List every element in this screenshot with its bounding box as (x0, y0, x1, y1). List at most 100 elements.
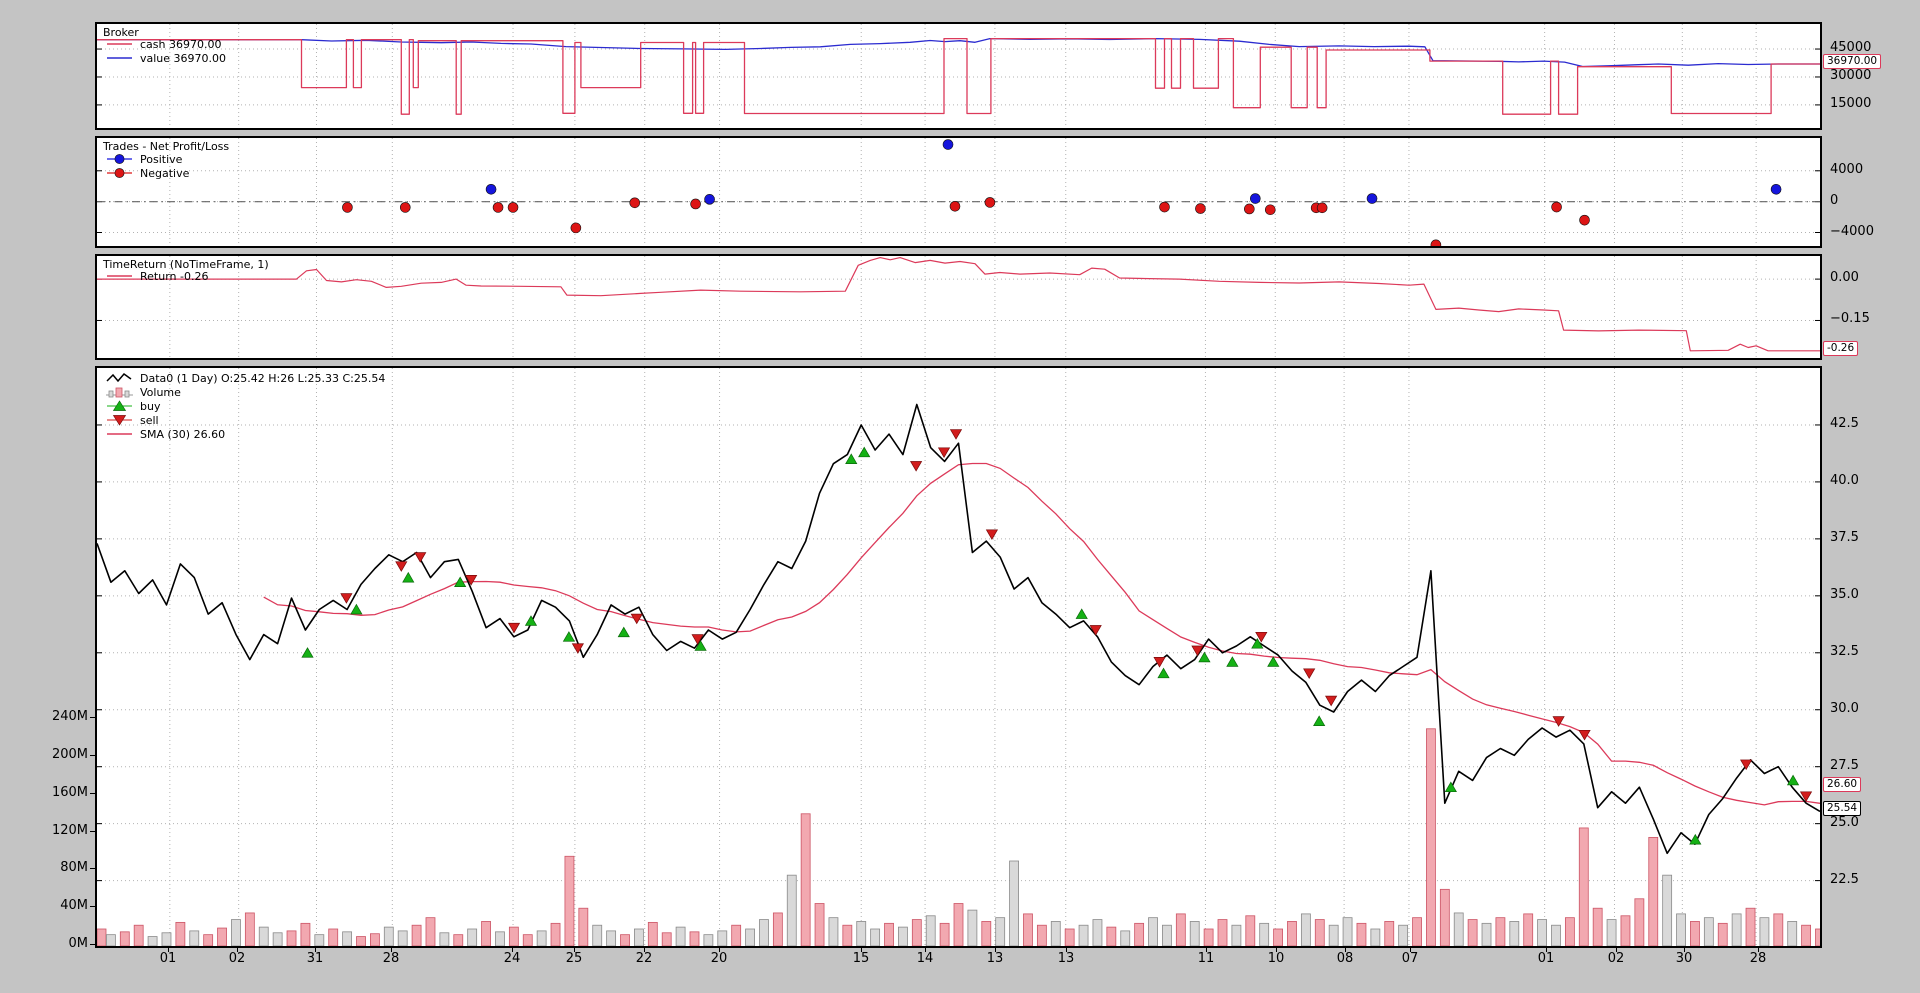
legend-item-label: SMA (30) 26.60 (140, 427, 226, 441)
x-tick-label: 02 (1607, 951, 1625, 966)
price-panel: Data0 (1 Day) O:25.42 H:26 L:25.33 C:25.… (95, 366, 1822, 948)
legend-item-label: buy (140, 399, 161, 413)
x-tick-label: 28 (1749, 951, 1767, 966)
y-tick-label: 30.0 (1830, 700, 1859, 716)
volume-tick-label: 40M (60, 898, 88, 914)
x-tick-mark (391, 948, 392, 952)
x-tick-mark (315, 948, 316, 952)
broker-panel-title: Broker (103, 26, 139, 39)
timereturn-panel-title: TimeReturn (NoTimeFrame, 1) (103, 258, 269, 271)
y-tick-label: 45000 (1830, 40, 1872, 56)
x-tick-mark (1546, 948, 1547, 952)
x-tick-mark (925, 948, 926, 952)
y-tick-label: 37.5 (1830, 529, 1859, 545)
legend-item: Data0 (1 Day) O:25.42 H:26 L:25.33 C:25.… (105, 371, 385, 385)
price-legend: Data0 (1 Day) O:25.42 H:26 L:25.33 C:25.… (105, 371, 385, 441)
x-tick-mark (1758, 948, 1759, 952)
tri-up-legend-swatch-icon (107, 400, 132, 411)
legend-item: Return -0.26 (105, 269, 208, 283)
price-plot (97, 368, 1820, 946)
broker-plot (97, 24, 1820, 128)
legend-item-label: Positive (140, 152, 183, 166)
x-tick-mark (1345, 948, 1346, 952)
x-tick-mark (1206, 948, 1207, 952)
y-tick-label: 0.00 (1830, 270, 1859, 286)
x-tick-mark (995, 948, 996, 952)
trades-plot (97, 138, 1820, 246)
line-legend-swatch-icon (107, 275, 132, 277)
axis-value-tag: 25.54 (1823, 801, 1862, 817)
trades-panel: Trades - Net Profit/Loss Positive Negativ… (95, 136, 1822, 248)
x-tick-label: 08 (1336, 951, 1354, 966)
y-tick-label: 0 (1830, 192, 1839, 208)
timereturn-panel: TimeReturn (NoTimeFrame, 1) Return -0.26 (95, 254, 1822, 360)
legend-item-label: Volume (140, 385, 181, 399)
legend-item: Negative (105, 166, 189, 180)
y-tick-label: 32.5 (1830, 643, 1859, 659)
y-tick-label: 27.5 (1830, 757, 1859, 773)
x-tick-mark (1276, 948, 1277, 952)
dot-legend-swatch-icon (107, 168, 132, 178)
line-legend-swatch-icon (107, 43, 132, 45)
legend-item: value 36970.00 (105, 51, 226, 65)
x-tick-label: 28 (382, 951, 400, 966)
y-tick-label: 42.5 (1830, 415, 1859, 431)
axis-value-tag: 36970.00 (1823, 53, 1882, 69)
x-tick-label: 14 (916, 951, 934, 966)
trades-panel-title: Trades - Net Profit/Loss (103, 140, 230, 153)
x-tick-label: 13 (1057, 951, 1075, 966)
x-tick-label: 31 (306, 951, 324, 966)
volume-tick-label: 0M (68, 936, 89, 951)
legend-item-label: Negative (140, 166, 190, 180)
y-tick-label: −4000 (1830, 223, 1874, 239)
x-tick-mark (719, 948, 720, 952)
legend-item: buy (105, 399, 385, 413)
x-tick-label: 11 (1197, 951, 1215, 966)
y-tick-label: −0.15 (1830, 311, 1870, 327)
y-tick-label: 15000 (1830, 95, 1872, 111)
volume-tick-label: 160M (51, 784, 88, 800)
x-tick-mark (1684, 948, 1685, 952)
dot-legend-swatch-icon (107, 154, 132, 164)
volbars-legend-swatch-icon (106, 387, 133, 398)
x-tick-mark (861, 948, 862, 952)
trades-legend: Positive Negative (105, 152, 189, 180)
timereturn-legend: Return -0.26 (105, 269, 208, 283)
timereturn-plot (97, 256, 1820, 358)
broker-legend: cash 36970.00 value 36970.00 (105, 37, 226, 65)
zigzag-legend-swatch-icon (106, 372, 132, 383)
legend-item-label: cash 36970.00 (140, 37, 222, 51)
x-tick-label: 07 (1401, 951, 1419, 966)
x-tick-label: 20 (710, 951, 728, 966)
volume-tick-label: 120M (51, 822, 88, 838)
legend-item-label: sell (140, 413, 159, 427)
x-tick-label: 22 (635, 951, 653, 966)
x-tick-mark (574, 948, 575, 952)
line-legend-swatch-icon (107, 433, 132, 435)
y-tick-label: 22.5 (1830, 871, 1859, 887)
legend-item: sell (105, 413, 385, 427)
axis-value-tag: -0.26 (1823, 340, 1859, 356)
x-tick-label: 13 (986, 951, 1004, 966)
y-tick-label: 40.0 (1830, 472, 1859, 488)
x-tick-mark (644, 948, 645, 952)
volume-tick-label: 80M (60, 860, 88, 876)
x-tick-label: 01 (159, 951, 177, 966)
x-tick-label: 15 (852, 951, 870, 966)
x-tick-mark (168, 948, 169, 952)
axis-value-tag: 26.60 (1823, 777, 1862, 793)
x-tick-label: 01 (1537, 951, 1555, 966)
x-tick-mark (1066, 948, 1067, 952)
x-tick-label: 25 (565, 951, 583, 966)
volume-tick-label: 240M (51, 709, 88, 725)
x-tick-label: 24 (503, 951, 521, 966)
legend-item: Volume (105, 385, 385, 399)
legend-item: Positive (105, 152, 189, 166)
x-tick-label: 02 (228, 951, 246, 966)
legend-item-label: Return -0.26 (140, 269, 209, 283)
y-tick-label: 30000 (1830, 67, 1872, 83)
broker-panel: Broker cash 36970.00 value 36970.00 (95, 22, 1822, 130)
legend-item: SMA (30) 26.60 (105, 427, 385, 441)
legend-item-label: value 36970.00 (140, 51, 227, 65)
